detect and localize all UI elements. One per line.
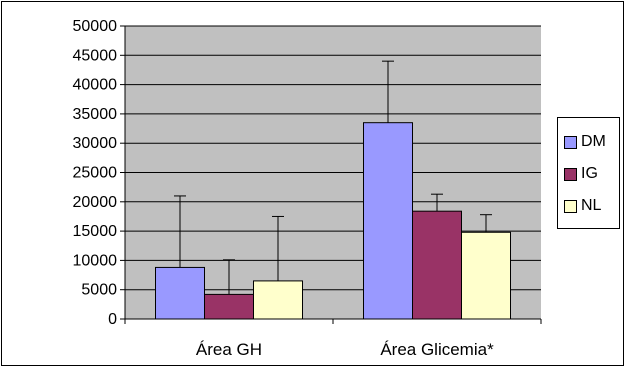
bar-nl — [253, 280, 303, 320]
y-tick-label: 40000 — [73, 77, 118, 94]
legend-swatch-nl — [564, 199, 577, 213]
legend-swatch-dm — [564, 135, 577, 149]
legend-item-nl: NL — [564, 197, 601, 215]
bar-dm — [363, 122, 413, 320]
legend-item-ig: IG — [564, 165, 598, 183]
legend-label-ig: IG — [581, 165, 598, 182]
y-tick-label: 5000 — [81, 282, 117, 299]
y-tick-label: 15000 — [73, 223, 118, 240]
y-tick-label: 0 — [108, 311, 117, 328]
bar-dm — [155, 266, 205, 320]
y-tick-label: 10000 — [73, 252, 118, 269]
legend-label-nl: NL — [581, 197, 602, 214]
y-tick-label: 50000 — [73, 18, 118, 35]
x-category-label: Área GH — [196, 340, 262, 359]
x-category-label: Área Glicemia* — [380, 340, 494, 359]
bar-ig — [204, 293, 254, 320]
bar-nl — [461, 231, 511, 320]
y-tick-label: 35000 — [73, 106, 118, 123]
legend-swatch-ig — [564, 167, 577, 181]
y-tick-label: 30000 — [73, 135, 118, 152]
legend-label-dm: DM — [581, 133, 606, 150]
y-tick-label: 45000 — [73, 47, 118, 64]
y-tick-label: 25000 — [73, 165, 118, 182]
bar-ig — [412, 210, 462, 320]
legend-item-dm: DM — [564, 133, 606, 151]
y-tick-label: 20000 — [73, 194, 118, 211]
legend: DM IG NL — [557, 117, 620, 229]
